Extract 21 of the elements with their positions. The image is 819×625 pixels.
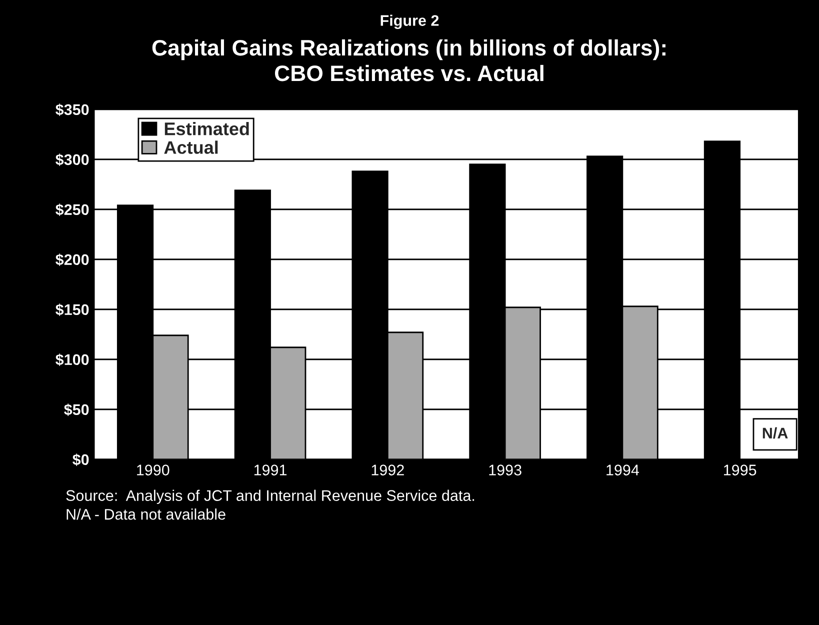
x-tick-label: 1992 (372, 464, 404, 476)
text: N/A - Data not available (66, 508, 226, 520)
x-tick-label: 1993 (489, 464, 522, 476)
annotation: N/A (762, 427, 788, 439)
x-tick-label: 1990 (137, 464, 170, 476)
legend-label: Estimated (164, 122, 249, 136)
chart-title: Capital Gains Realizations (in billions of dollars): CBO Estimates vs. Actual (152, 39, 666, 82)
chart-subtitle: Figure 2 (380, 14, 439, 30)
y-tick-label: $350 (56, 104, 89, 116)
source-note: Source: Analysis of JCT and Internal Revenue Service data. (66, 490, 474, 504)
y-tick-label: $100 (56, 354, 89, 366)
legend-label: Actual (164, 140, 218, 154)
x-tick-label: 1995 (724, 464, 756, 476)
x-tick-label: 1994 (606, 464, 639, 476)
y-tick-label: $50 (64, 404, 89, 416)
y-tick-label: $250 (56, 204, 89, 216)
y-tick-label: $200 (56, 254, 89, 266)
y-tick-label: $150 (56, 304, 89, 316)
y-tick-label: $300 (56, 154, 89, 166)
y-tick-label: $0 (72, 454, 89, 466)
x-tick-label: 1991 (254, 464, 287, 476)
